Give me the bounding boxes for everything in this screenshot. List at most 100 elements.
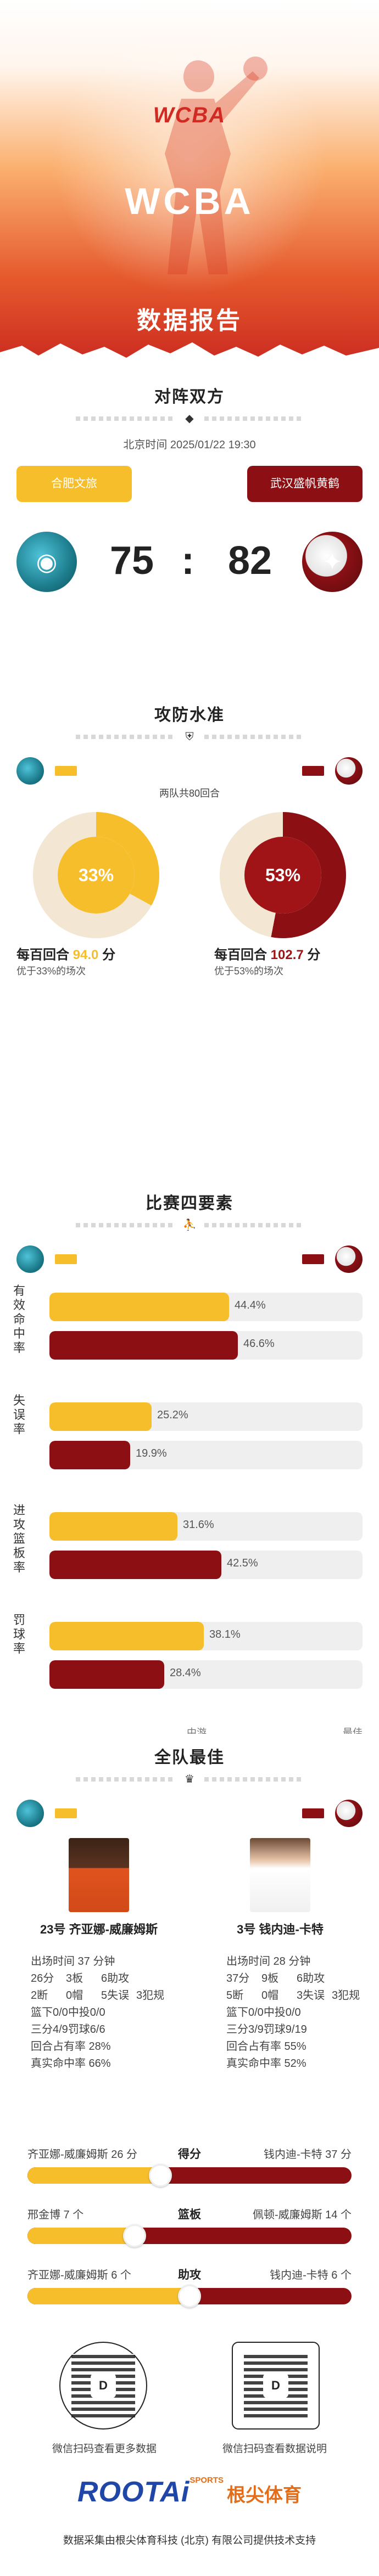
stat-line1: 26分 3板 6助攻 <box>31 1972 130 1985</box>
left-leader: 齐亚娜-威廉姆斯 26 分 <box>27 2149 138 2161</box>
section-ornament: ◆ <box>0 412 379 426</box>
compare-knob <box>149 2164 172 2187</box>
away-factor-value: 46.6% <box>243 1338 275 1350</box>
away-player-name: 3号 钱内迪-卡特 <box>237 1923 324 1936</box>
compare-category: 得分 <box>178 2148 201 2161</box>
section-ornament: ♛ <box>0 1772 379 1786</box>
offense-defense-section: 攻防水准 ⛨ 两队共80回合 33% 53% 每百回合 94.0 分 优于33%… <box>0 691 379 1180</box>
stat-shooting2: 三分3/9罚球9/19 <box>226 2023 307 2036</box>
hero-banner: WCBA WCBA 数据报告 <box>0 0 379 373</box>
stat-shooting1: 篮下0/0中投0/0 <box>226 2006 301 2019</box>
home-legend-swatch <box>55 1254 77 1264</box>
away-team-logo-icon: ✦ <box>302 532 363 592</box>
away-player-avatar <box>250 1838 310 1912</box>
compare-bar <box>27 2228 352 2244</box>
factor-label: 进攻篮板率 <box>13 1503 26 1574</box>
away-factor-fill <box>49 1331 238 1360</box>
away-best-player: 3号 钱内迪-卡特 <box>198 1838 363 1937</box>
home-score: 75 <box>110 539 154 583</box>
leader-compare-row: 齐亚娜-威廉姆斯 6 个 助攻 钱内迪-卡特 6 个 <box>0 2266 379 2326</box>
section-title: 全队最佳 <box>154 1749 225 1767</box>
home-factor-bar: 31.6% <box>49 1512 363 1541</box>
compare-fill <box>27 2288 190 2304</box>
home-factor-fill <box>49 1402 152 1431</box>
home-legend-swatch <box>55 766 77 776</box>
away-factor-bar: 42.5% <box>49 1551 363 1579</box>
mini-program-qr-code[interactable]: D <box>59 2342 147 2430</box>
player-silhouette-icon <box>165 57 267 274</box>
compare-fill <box>27 2228 135 2244</box>
matchup-section: 对阵双方 ◆ 北京时间 2025/01/22 19:30 合肥文旅 武汉盛帆黄鹤… <box>0 373 379 691</box>
team-tags: 合肥文旅 武汉盛帆黄鹤 <box>0 466 379 504</box>
compare-category: 篮板 <box>178 2208 201 2221</box>
away-factor-value: 28.4% <box>170 1667 201 1679</box>
stat-ts: 真实命中率 66% <box>31 2058 111 2070</box>
factor-row: 失误率 25.2% 19.9% <box>0 1394 379 1503</box>
home-player-avatar <box>69 1838 129 1912</box>
home-ppp: 每百回合 94.0 分 <box>16 948 116 962</box>
donut-charts: 33% 53% 每百回合 94.0 分 优于33%的场次 每百回合 102.7 … <box>0 812 379 977</box>
stat-line2: 5断 0帽 3失误 3犯规 <box>226 1989 360 2002</box>
offdef-header: 攻防水准 ⛨ <box>0 691 379 744</box>
factor-label: 失误率 <box>13 1394 26 1436</box>
brand-logo: ROOTAiSPORTS根尖体育 <box>77 2476 302 2508</box>
stat-usage: 回合占有率 55% <box>226 2040 306 2053</box>
left-leader: 邢金博 7 个 <box>27 2209 84 2221</box>
away-team-logo-icon <box>335 757 363 785</box>
away-legend-swatch <box>302 766 324 776</box>
away-legend-swatch <box>302 1808 324 1818</box>
home-factor-bar: 38.1% <box>49 1622 363 1650</box>
away-percentile: 53% <box>244 837 321 914</box>
home-player-stats: 出场时间 37 分钟 26分 3板 6助攻 2断 0帽 5失误 3犯规 篮下0/0中投0/… <box>31 1953 190 2072</box>
logo-icon: D <box>91 2373 116 2398</box>
logo-icon: D <box>263 2373 288 2398</box>
player-cards: 23号 齐亚娜-威廉姆斯 3号 钱内迪-卡特 出场时间 37 分钟 26分 3板 6… <box>0 1838 379 2145</box>
home-team-logo-icon: ◉ <box>16 532 77 592</box>
legend-row <box>0 1245 379 1284</box>
factor-label: 罚球率 <box>13 1613 26 1655</box>
factor-row: 有效命中率 44.4% 46.6% <box>0 1284 379 1394</box>
away-score: 82 <box>228 539 272 583</box>
away-player-stats: 出场时间 28 分钟 37分 9板 6助攻 5断 0帽 3失误 3犯规 篮下0/0中投0/… <box>226 1953 379 2072</box>
home-legend-swatch <box>55 1808 77 1818</box>
home-factor-value: 31.6% <box>183 1519 214 1531</box>
data-explanation-qr-code[interactable]: D <box>232 2342 320 2430</box>
factor-row: 罚球率 38.1% 28.4% <box>0 1613 379 1723</box>
stat-minutes: 出场时间 37 分钟 <box>31 1955 115 1968</box>
legend-row: 两队共80回合 <box>0 757 379 799</box>
team-best-section: 全队最佳 ♛ 23号 齐亚娜-威廉姆斯 3号 钱内迪-卡特 出场时间 37 分钟… <box>0 1734 379 2428</box>
home-factor-fill <box>49 1293 229 1321</box>
home-player-name: 23号 齐亚娜-威廉姆斯 <box>40 1923 158 1936</box>
away-ppp: 每百回合 102.7 分 <box>214 948 321 962</box>
away-legend-swatch <box>302 1254 324 1264</box>
stat-minutes: 出场时间 28 分钟 <box>226 1955 311 1968</box>
factor-row: 进攻篮板率 31.6% 42.5% <box>0 1503 379 1613</box>
home-factor-value: 44.4% <box>235 1299 266 1311</box>
hero-title: WCBA <box>125 181 254 222</box>
home-factor-fill <box>49 1512 177 1541</box>
home-percentile: 33% <box>58 837 135 914</box>
trophy-icon: ♛ <box>185 1773 194 1785</box>
away-team-logo-icon <box>335 1800 363 1827</box>
diamond-icon: ◆ <box>185 413 194 425</box>
hero-glow <box>52 22 327 296</box>
section-ornament: ⛹ <box>0 1218 379 1232</box>
footer: D D 微信扫码查看更多数据 微信扫码查看数据说明 ROOTAiSPORTS根尖… <box>0 2326 379 2576</box>
away-factor-value: 19.9% <box>136 1447 167 1459</box>
section-title: 比赛四要素 <box>146 1194 233 1213</box>
home-team-logo-icon <box>16 1245 44 1273</box>
section-ornament: ⛨ <box>0 730 379 744</box>
home-team-logo-icon <box>16 1800 44 1827</box>
factors-header: 比赛四要素 ⛹ <box>0 1180 379 1232</box>
away-team-logo-icon <box>335 1245 363 1273</box>
home-factor-bar: 25.2% <box>49 1402 363 1431</box>
compare-knob <box>178 2285 201 2308</box>
score-row: ◉ 75 : 82 ✦ <box>0 522 379 610</box>
home-factor-bar: 44.4% <box>49 1293 363 1321</box>
right-leader: 钱内迪-卡特 37 分 <box>263 2149 352 2161</box>
torn-paper-edge <box>0 342 379 373</box>
factor-label: 有效命中率 <box>13 1284 26 1355</box>
leader-compare-row: 邢金博 7 个 篮板 佩顿-威廉姆斯 14 个 <box>0 2206 379 2266</box>
away-percentile-donut: 53% <box>220 812 346 938</box>
best-header: 全队最佳 ♛ <box>0 1734 379 1786</box>
